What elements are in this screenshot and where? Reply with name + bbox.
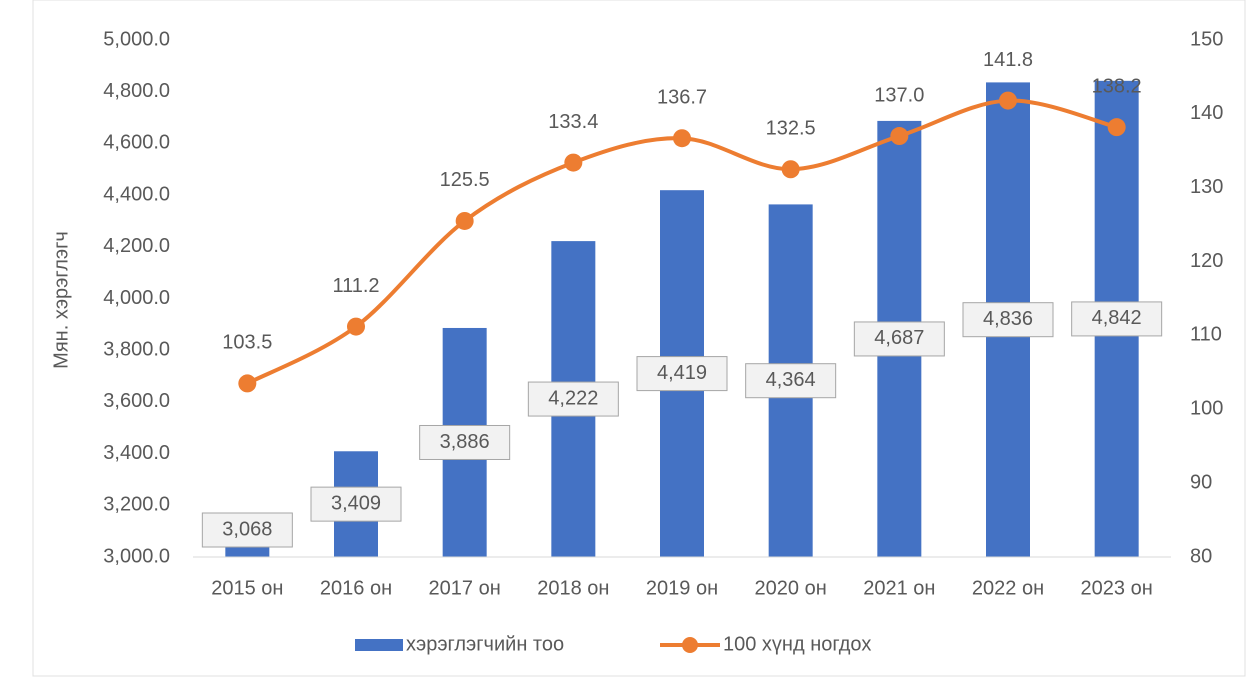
data-label: 4,419 xyxy=(657,362,707,384)
data-label-box xyxy=(636,356,728,392)
data-label-box xyxy=(745,363,837,399)
y2-tick-label: 110 xyxy=(1190,324,1222,346)
data-label-box xyxy=(527,381,619,417)
y-tick-label: 4,400.0 xyxy=(103,183,170,205)
line-point xyxy=(1107,118,1126,137)
data-label: 132.5 xyxy=(766,118,816,140)
y-tick-label: 4,800.0 xyxy=(103,80,170,102)
data-label: 111.2 xyxy=(332,275,379,297)
y-tick-label: 3,600.0 xyxy=(103,390,170,412)
data-label: 103.5 xyxy=(222,332,272,354)
line-point xyxy=(999,91,1017,110)
y-tick-label: 5,000.0 xyxy=(103,28,170,50)
x-tick-label: 2023 он xyxy=(1081,577,1153,599)
data-label: 3,886 xyxy=(440,431,490,453)
legend-swatch xyxy=(355,639,403,651)
x-tick-label: 2018 он xyxy=(537,577,609,599)
data-label: 3,409 xyxy=(331,492,381,514)
legend-label: хэрэглэгчийн тоо xyxy=(406,633,564,655)
line-point xyxy=(673,129,691,148)
data-label-box xyxy=(419,424,511,460)
x-tick-label: 2021 он xyxy=(863,577,935,599)
x-tick-label: 2016 он xyxy=(320,577,392,599)
y-tick-label: 3,800.0 xyxy=(103,338,170,360)
data-label: 4,836 xyxy=(983,308,1033,330)
y-tick-label: 4,200.0 xyxy=(103,235,170,257)
y-axis-label: Мян. хэрэглэгч xyxy=(50,231,72,369)
data-label: 137.0 xyxy=(874,84,924,106)
y-tick-label: 4,600.0 xyxy=(103,132,170,154)
y2-tick-label: 120 xyxy=(1190,250,1223,272)
line-point xyxy=(238,374,257,393)
data-label: 136.7 xyxy=(657,87,707,109)
data-label-box xyxy=(962,302,1054,338)
data-label: 133.4 xyxy=(548,111,598,133)
data-label: 4,222 xyxy=(548,387,598,409)
legend-label: 100 хүнд ногдох xyxy=(723,633,871,655)
x-tick-label: 2017 он xyxy=(429,577,501,599)
data-label-box xyxy=(853,321,945,357)
y2-tick-label: 80 xyxy=(1190,545,1212,567)
y2-tick-label: 150 xyxy=(1190,28,1223,50)
line-point xyxy=(890,127,909,146)
data-label-box xyxy=(310,486,402,522)
data-label: 4,364 xyxy=(766,369,816,391)
x-tick-label: 2020 он xyxy=(755,577,827,599)
chart-frame xyxy=(32,0,1246,677)
x-tick-label: 2015 он xyxy=(211,577,283,599)
data-label: 4,687 xyxy=(874,327,924,349)
x-tick-label: 2019 он xyxy=(646,577,718,599)
y2-tick-label: 130 xyxy=(1190,176,1223,198)
y2-tick-label: 140 xyxy=(1190,102,1223,124)
legend-marker xyxy=(682,637,698,653)
data-label: 138.2 xyxy=(1092,75,1142,97)
y-tick-label: 3,200.0 xyxy=(103,494,170,516)
line-point xyxy=(455,211,474,230)
y2-tick-label: 90 xyxy=(1190,471,1212,493)
y2-tick-label: 100 xyxy=(1190,398,1223,420)
y-tick-label: 3,400.0 xyxy=(103,442,170,464)
y-tick-label: 4,000.0 xyxy=(103,287,170,309)
data-label: 141.8 xyxy=(983,49,1033,71)
data-label: 4,842 xyxy=(1092,307,1142,329)
data-label: 125.5 xyxy=(440,169,490,191)
data-label-box xyxy=(1071,301,1163,337)
y-tick-label: 3,000.0 xyxy=(103,545,170,567)
line xyxy=(246,98,1118,386)
line-point xyxy=(564,153,583,172)
x-tick-label: 2022 он xyxy=(972,577,1044,599)
line-point xyxy=(347,317,365,336)
line-point xyxy=(781,160,800,179)
data-label: 3,068 xyxy=(222,518,272,540)
data-label-box xyxy=(201,512,293,548)
